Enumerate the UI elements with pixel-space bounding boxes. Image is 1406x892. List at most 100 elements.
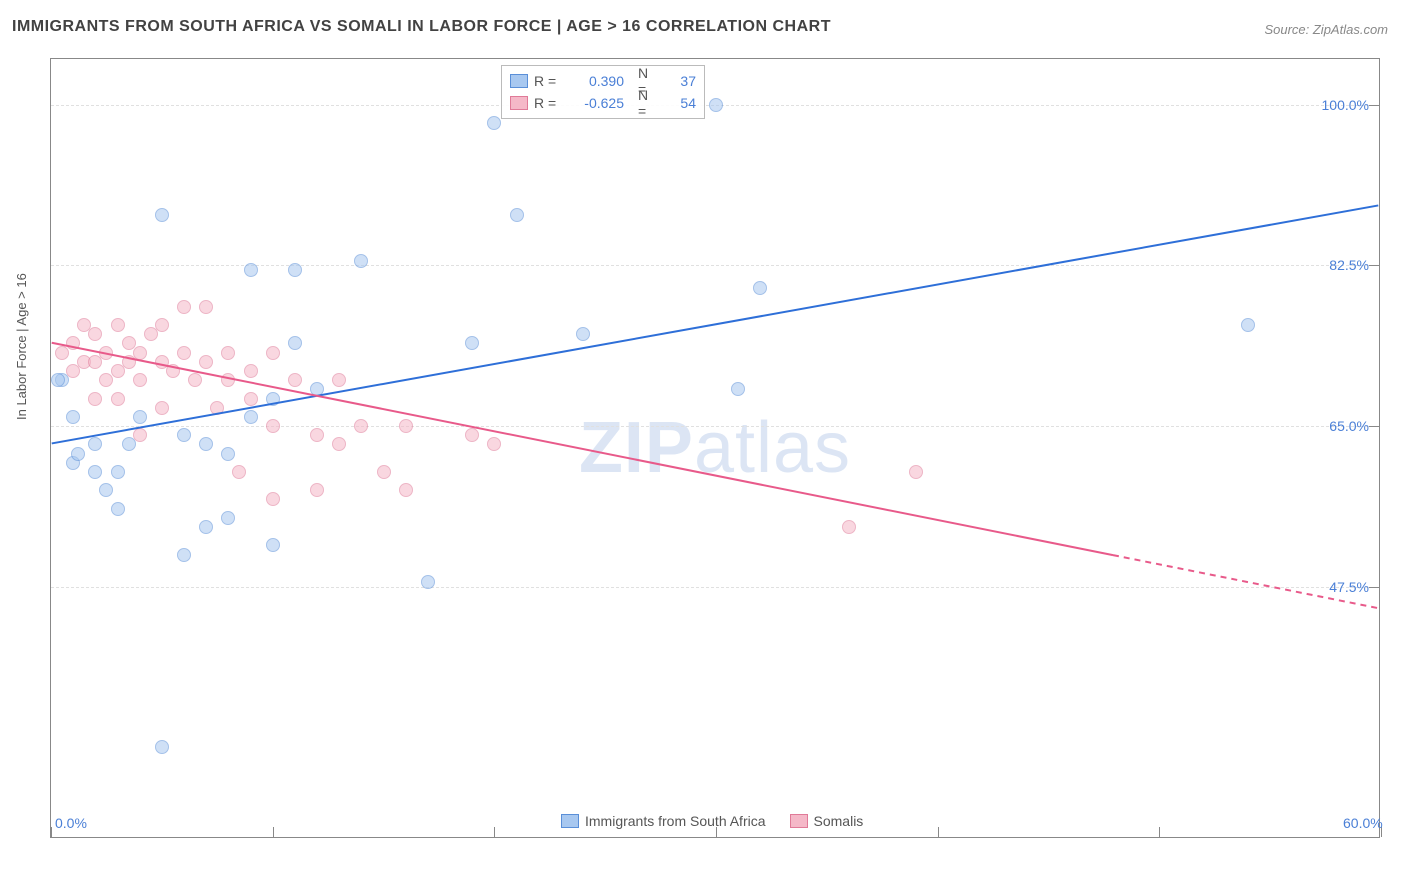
scatter-point-sa — [709, 98, 723, 112]
legend-stats-row-so: R = -0.625 N = 54 — [510, 92, 696, 114]
n-value-sa: 37 — [666, 73, 696, 89]
scatter-point-sa — [1241, 318, 1255, 332]
scatter-point-sa — [576, 327, 590, 341]
y-tick-label: 47.5% — [1329, 579, 1369, 595]
legend-item-so: Somalis — [790, 813, 864, 829]
scatter-point-so — [266, 346, 280, 360]
scatter-point-sa — [133, 410, 147, 424]
scatter-point-so — [66, 336, 80, 350]
scatter-point-sa — [288, 336, 302, 350]
legend-swatch-sa — [510, 74, 528, 88]
scatter-point-so — [465, 428, 479, 442]
scatter-point-sa — [155, 208, 169, 222]
legend-label-sa: Immigrants from South Africa — [585, 813, 766, 829]
y-axis-label: In Labor Force | Age > 16 — [14, 273, 29, 420]
y-tick-label: 65.0% — [1329, 418, 1369, 434]
scatter-point-so — [188, 373, 202, 387]
scatter-point-so — [354, 419, 368, 433]
legend-swatch-so — [510, 96, 528, 110]
scatter-point-sa — [122, 437, 136, 451]
scatter-point-so — [909, 465, 923, 479]
scatter-point-so — [111, 318, 125, 332]
r-value-sa: 0.390 — [568, 73, 624, 89]
scatter-point-so — [399, 483, 413, 497]
y-tick — [1369, 265, 1379, 266]
scatter-point-so — [177, 300, 191, 314]
scatter-point-sa — [71, 447, 85, 461]
r-value-so: -0.625 — [568, 95, 624, 111]
scatter-point-so — [155, 401, 169, 415]
scatter-point-so — [266, 492, 280, 506]
y-tick — [1369, 426, 1379, 427]
scatter-point-so — [332, 373, 346, 387]
scatter-point-sa — [111, 502, 125, 516]
r-label: R = — [534, 95, 562, 111]
x-tick — [1159, 827, 1160, 837]
scatter-point-sa — [155, 740, 169, 754]
source-label: Source: ZipAtlas.com — [1264, 22, 1388, 37]
scatter-point-so — [310, 428, 324, 442]
scatter-point-sa — [266, 392, 280, 406]
y-tick — [1369, 105, 1379, 106]
scatter-point-sa — [177, 548, 191, 562]
legend-series: Immigrants from South Africa Somalis — [561, 813, 863, 829]
scatter-point-so — [155, 318, 169, 332]
x-tick-label: 60.0% — [1343, 815, 1383, 831]
y-tick — [1369, 587, 1379, 588]
legend-swatch-so — [790, 814, 808, 828]
scatter-point-sa — [310, 382, 324, 396]
x-tick — [51, 827, 52, 837]
scatter-point-so — [310, 483, 324, 497]
scatter-point-so — [177, 346, 191, 360]
scatter-point-so — [133, 373, 147, 387]
scatter-point-sa — [88, 437, 102, 451]
scatter-point-sa — [88, 465, 102, 479]
legend-item-sa: Immigrants from South Africa — [561, 813, 766, 829]
scatter-point-so — [199, 300, 213, 314]
scatter-point-so — [266, 419, 280, 433]
gridline-h — [51, 587, 1379, 588]
scatter-point-sa — [66, 410, 80, 424]
scatter-point-so — [244, 364, 258, 378]
scatter-point-so — [221, 373, 235, 387]
scatter-point-sa — [111, 465, 125, 479]
chart-area: ZIPatlas 47.5%65.0%82.5%100.0%0.0%60.0% … — [50, 58, 1380, 838]
scatter-point-sa — [244, 263, 258, 277]
scatter-point-so — [133, 346, 147, 360]
scatter-point-sa — [288, 263, 302, 277]
scatter-point-so — [232, 465, 246, 479]
scatter-point-sa — [510, 208, 524, 222]
y-tick-label: 82.5% — [1329, 257, 1369, 273]
scatter-point-sa — [421, 575, 435, 589]
scatter-point-so — [377, 465, 391, 479]
legend-swatch-sa — [561, 814, 579, 828]
scatter-point-sa — [753, 281, 767, 295]
scatter-point-sa — [266, 538, 280, 552]
x-tick — [494, 827, 495, 837]
scatter-point-sa — [731, 382, 745, 396]
scatter-point-so — [210, 401, 224, 415]
legend-stats-row-sa: R = 0.390 N = 37 — [510, 70, 696, 92]
scatter-point-sa — [487, 116, 501, 130]
plot-layer: 47.5%65.0%82.5%100.0%0.0%60.0% — [51, 59, 1379, 837]
r-label: R = — [534, 73, 562, 89]
x-tick-label: 0.0% — [55, 815, 87, 831]
scatter-point-so — [332, 437, 346, 451]
scatter-point-sa — [199, 520, 213, 534]
scatter-point-so — [487, 437, 501, 451]
scatter-point-so — [99, 346, 113, 360]
scatter-point-sa — [99, 483, 113, 497]
scatter-point-so — [842, 520, 856, 534]
y-tick-label: 100.0% — [1322, 97, 1369, 113]
legend-label-so: Somalis — [814, 813, 864, 829]
scatter-point-sa — [354, 254, 368, 268]
scatter-point-sa — [51, 373, 65, 387]
scatter-point-so — [199, 355, 213, 369]
scatter-point-so — [288, 373, 302, 387]
scatter-point-so — [88, 327, 102, 341]
scatter-point-so — [166, 364, 180, 378]
scatter-point-sa — [244, 410, 258, 424]
scatter-point-sa — [177, 428, 191, 442]
x-tick — [273, 827, 274, 837]
gridline-h — [51, 426, 1379, 427]
